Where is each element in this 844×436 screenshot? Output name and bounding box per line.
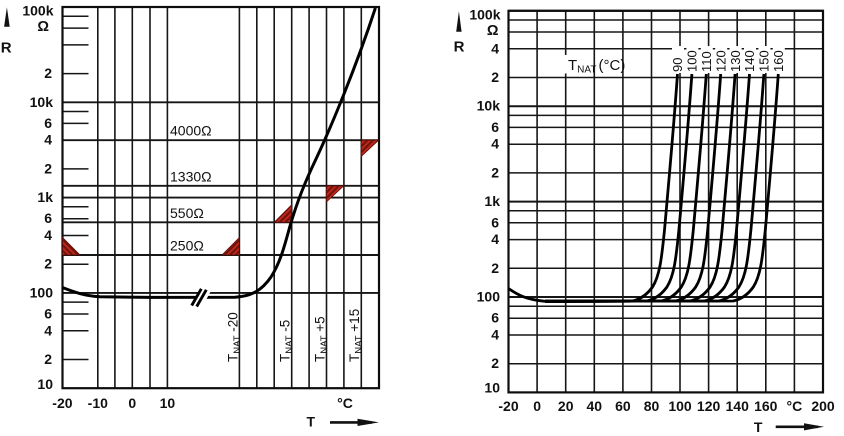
svg-text:1k: 1k: [37, 189, 53, 205]
svg-text:200: 200: [811, 398, 835, 414]
svg-text:550Ω: 550Ω: [170, 205, 204, 221]
svg-text:100: 100: [685, 50, 700, 72]
svg-text:160: 160: [754, 398, 778, 414]
svg-text:T: T: [754, 419, 763, 435]
svg-text:4: 4: [44, 132, 52, 148]
svg-text:°C: °C: [337, 395, 353, 411]
svg-text:110: 110: [699, 51, 714, 72]
svg-text:130: 130: [728, 50, 743, 72]
svg-text:150: 150: [757, 50, 772, 72]
svg-text:20: 20: [558, 398, 574, 414]
svg-text:40: 40: [587, 398, 603, 414]
svg-text:100: 100: [668, 398, 692, 414]
svg-text:0: 0: [533, 398, 541, 414]
svg-text:2: 2: [44, 351, 52, 367]
svg-text:6: 6: [44, 306, 52, 322]
svg-text:10k: 10k: [477, 98, 501, 114]
svg-text:6: 6: [491, 119, 499, 135]
svg-text:90: 90: [670, 58, 685, 72]
svg-text:2: 2: [44, 160, 52, 176]
svg-text:2: 2: [44, 256, 52, 272]
svg-text:80: 80: [644, 398, 660, 414]
svg-text:4: 4: [44, 322, 52, 338]
svg-text:4: 4: [491, 327, 499, 343]
svg-text:2: 2: [491, 355, 499, 371]
svg-text:140: 140: [726, 398, 750, 414]
svg-text:R: R: [454, 39, 465, 56]
svg-text:100: 100: [30, 284, 54, 300]
svg-text:-20: -20: [52, 395, 72, 411]
svg-text:10k: 10k: [30, 94, 54, 110]
svg-text:Ω: Ω: [37, 19, 49, 35]
svg-text:140: 140: [742, 50, 757, 72]
svg-text:4000Ω: 4000Ω: [170, 123, 212, 139]
svg-text:10: 10: [160, 395, 176, 411]
svg-text:R: R: [1, 40, 12, 57]
svg-text:-10: -10: [88, 395, 108, 411]
svg-text:TNAT -20: TNAT -20: [225, 312, 243, 362]
svg-text:4: 4: [491, 40, 499, 56]
svg-text:100: 100: [477, 289, 501, 305]
svg-text:T: T: [307, 414, 316, 430]
svg-text:TNAT +15: TNAT +15: [347, 309, 365, 362]
svg-text:10: 10: [37, 376, 53, 392]
svg-text:100k: 100k: [469, 7, 500, 23]
svg-text:6: 6: [491, 310, 499, 326]
svg-text:-20: -20: [498, 398, 518, 414]
svg-text:(°C): (°C): [599, 57, 626, 74]
svg-text:2: 2: [44, 65, 52, 81]
svg-text:2: 2: [491, 260, 499, 276]
svg-text:60: 60: [615, 398, 631, 414]
svg-text:120: 120: [697, 398, 721, 414]
svg-text:Ω: Ω: [487, 23, 499, 39]
svg-text:120: 120: [713, 50, 728, 72]
svg-text:4: 4: [491, 231, 499, 247]
svg-text:160: 160: [771, 50, 786, 72]
svg-text:0: 0: [128, 395, 136, 411]
svg-text:4: 4: [44, 227, 52, 243]
svg-text:4: 4: [491, 136, 499, 152]
svg-text:2: 2: [491, 69, 499, 85]
svg-text:6: 6: [44, 210, 52, 226]
svg-text:100k: 100k: [22, 3, 53, 19]
svg-text:2: 2: [491, 164, 499, 180]
svg-text:6: 6: [491, 214, 499, 230]
svg-text:°C: °C: [787, 398, 803, 414]
svg-text:10: 10: [484, 380, 500, 396]
svg-text:1330Ω: 1330Ω: [170, 168, 212, 184]
svg-text:250Ω: 250Ω: [170, 238, 204, 254]
svg-text:6: 6: [44, 115, 52, 131]
svg-text:1k: 1k: [484, 193, 500, 209]
